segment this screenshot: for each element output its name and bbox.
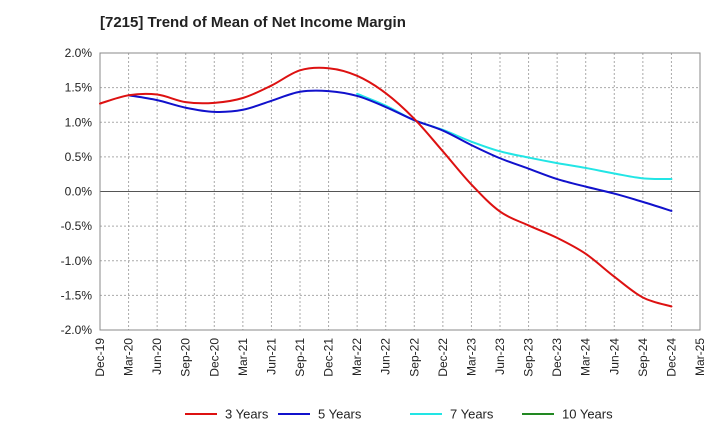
y-tick-label: -2.0%	[61, 323, 93, 337]
x-tick-label: Sep-23	[522, 338, 536, 377]
x-tick-label: Sep-22	[407, 338, 421, 377]
y-tick-label: 0.5%	[65, 150, 93, 164]
y-tick-label: 1.5%	[65, 81, 93, 95]
x-tick-label: Jun-23	[493, 338, 507, 375]
y-tick-label: -1.5%	[61, 288, 93, 302]
x-tick-label: Mar-23	[464, 338, 478, 376]
x-tick-label: Sep-21	[293, 338, 307, 377]
x-tick-label: Dec-24	[664, 338, 678, 377]
x-tick-label: Dec-20	[207, 338, 221, 377]
x-tick-label: Jun-24	[607, 338, 621, 375]
y-tick-label: 1.0%	[65, 115, 93, 129]
y-tick-label: -0.5%	[61, 219, 93, 233]
y-tick-label: -1.0%	[61, 254, 93, 268]
x-tick-label: Mar-24	[579, 338, 593, 376]
x-tick-label: Sep-20	[179, 338, 193, 377]
x-tick-label: Dec-23	[550, 338, 564, 377]
x-tick-label: Mar-22	[350, 338, 364, 376]
y-tick-label: 2.0%	[65, 46, 93, 60]
plot-border	[99, 52, 701, 331]
x-tick-label: Mar-25	[693, 338, 707, 376]
x-tick-label: Sep-24	[636, 338, 650, 377]
legend-label-3-years: 3 Years	[225, 407, 269, 422]
x-tick-label: Dec-19	[93, 338, 107, 377]
x-tick-label: Mar-20	[122, 338, 136, 376]
x-tick-label: Jun-22	[379, 338, 393, 375]
legend-label-5-years: 5 Years	[318, 407, 362, 422]
series-line-5-years	[127, 89, 673, 212]
y-tick-label: 0.0%	[65, 185, 93, 199]
legend-label-7-years: 7 Years	[450, 407, 494, 422]
x-tick-label: Mar-21	[236, 338, 250, 376]
x-tick-label: Dec-21	[322, 338, 336, 377]
chart-title: [7215] Trend of Mean of Net Income Margi…	[100, 14, 406, 31]
series-line-3-years	[99, 66, 673, 308]
x-tick-label: Jun-20	[150, 338, 164, 375]
legend-label-10-years: 10 Years	[562, 407, 613, 422]
x-tick-label: Jun-21	[264, 338, 278, 375]
x-tick-label: Dec-22	[436, 338, 450, 377]
